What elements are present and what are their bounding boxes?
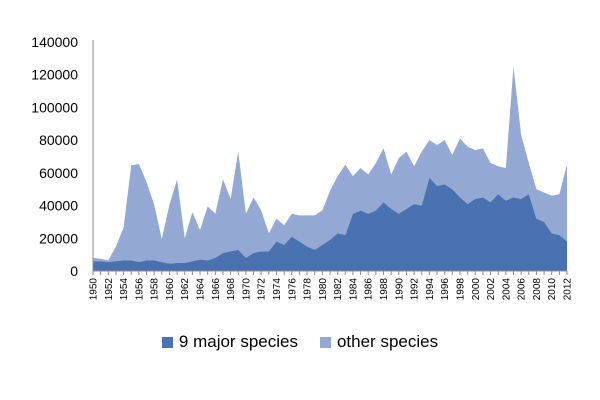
x-tick-label: 1998: [455, 278, 466, 301]
x-tick-label: 1980: [318, 278, 329, 301]
legend-item-major: 9 major species: [162, 332, 298, 352]
x-tick-label: 1954: [119, 278, 130, 301]
x-tick-label: 1988: [379, 278, 390, 301]
x-tick-label: 2010: [547, 278, 558, 301]
y-tick-label: 0: [70, 263, 78, 279]
x-tick-label: 2004: [501, 278, 512, 301]
x-tick-label: 1970: [241, 278, 252, 301]
y-tick-label: 20000: [39, 230, 78, 246]
x-tick-label: 1996: [440, 278, 451, 301]
y-tick-label: 120000: [31, 67, 78, 83]
x-tick-label: 1962: [180, 278, 191, 301]
x-tick-label: 1950: [89, 278, 100, 301]
x-tick-label: 1972: [257, 278, 268, 301]
x-tick-label: 2006: [517, 278, 528, 301]
x-tick-label: 1952: [104, 278, 115, 301]
legend-item-other: other species: [320, 332, 438, 352]
x-tick-label: 1978: [303, 278, 314, 301]
y-tick-label: 40000: [39, 198, 78, 214]
x-tick-label: 2012: [563, 278, 574, 301]
x-tick-label: 1974: [272, 278, 283, 301]
x-tick-label: 1966: [211, 278, 222, 301]
x-tick-label: 1976: [287, 278, 298, 301]
x-tick-label: 1960: [165, 278, 176, 301]
x-tick-label: 2008: [532, 278, 543, 301]
legend-swatch-other: [320, 337, 331, 348]
stacked-area-chart: 0 20000 40000 60000 80000 100000 120000 140000 1…: [0, 0, 600, 330]
x-tick-label: 2002: [486, 278, 497, 301]
y-tick-label: 60000: [39, 165, 78, 181]
legend-swatch-major: [162, 337, 173, 348]
x-tick-label: 1964: [196, 278, 207, 301]
x-tick-label: 1986: [364, 278, 375, 301]
x-tick-label: 1958: [150, 278, 161, 301]
x-tick-label: 1994: [425, 278, 436, 301]
x-tick-label: 1956: [134, 278, 145, 301]
plot-area: [93, 67, 567, 271]
x-tick-label: 2000: [471, 278, 482, 301]
x-tick-label: 1984: [348, 278, 359, 301]
legend: 9 major species other species: [0, 330, 600, 354]
x-tick-label: 1982: [333, 278, 344, 301]
y-tick-label: 80000: [39, 132, 78, 148]
legend-label-major: 9 major species: [179, 332, 298, 352]
x-tick-label: 1992: [410, 278, 421, 301]
legend-label-other: other species: [337, 332, 438, 352]
x-tick-label: 1990: [394, 278, 405, 301]
y-tick-label: 100000: [31, 99, 78, 115]
y-tick-label: 140000: [31, 34, 78, 50]
x-tick-label: 1968: [226, 278, 237, 301]
